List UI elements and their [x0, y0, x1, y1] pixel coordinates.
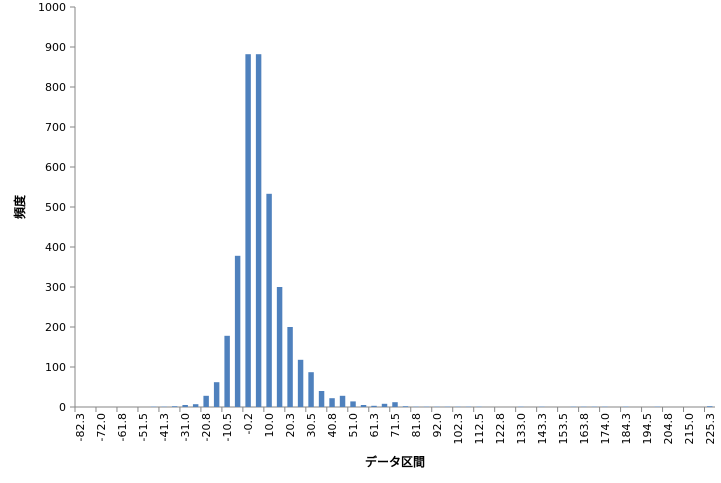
- y-axis-title: 頻度: [12, 194, 27, 219]
- x-tick-label: 133.0: [515, 413, 528, 445]
- bar: [318, 391, 325, 407]
- x-tick-label: -0.2: [242, 413, 255, 434]
- bar: [234, 255, 241, 407]
- y-tick-label: 900: [45, 41, 66, 54]
- x-tick-label: 30.5: [305, 413, 318, 438]
- x-tick-label: 194.5: [641, 413, 654, 445]
- bar: [371, 405, 377, 407]
- x-tick-label: 215.0: [683, 413, 696, 445]
- x-tick-label: -10.5: [221, 413, 234, 441]
- bar: [182, 405, 188, 407]
- x-tick-label: 163.8: [578, 413, 591, 445]
- y-tick-label: 700: [45, 121, 66, 134]
- bar: [339, 395, 346, 407]
- x-tick-label: 174.0: [599, 413, 612, 445]
- x-tick-label: 112.5: [473, 413, 486, 445]
- y-tick-label: 1000: [38, 1, 66, 14]
- x-tick-label: 102.3: [452, 413, 465, 445]
- x-tick-label: -82.3: [74, 413, 87, 441]
- x-tick-label: 225.3: [704, 413, 717, 445]
- y-tick-label: 400: [45, 241, 66, 254]
- x-tick-label: 10.0: [263, 413, 276, 438]
- bar: [402, 406, 409, 407]
- x-tick-label: -31.0: [179, 413, 192, 441]
- y-tick-label: 0: [59, 401, 66, 414]
- x-tick-label: -72.0: [95, 413, 108, 441]
- y-tick-label: 100: [45, 361, 66, 374]
- bar: [276, 287, 283, 407]
- bar: [308, 372, 314, 407]
- x-tick-label: -41.3: [158, 413, 171, 441]
- x-tick-label: 81.8: [410, 413, 423, 438]
- y-tick-label: 800: [45, 81, 66, 94]
- bar: [213, 382, 220, 407]
- bar: [297, 359, 304, 407]
- bar: [266, 193, 272, 407]
- x-tick-label: 92.0: [431, 413, 444, 438]
- bar: [381, 403, 388, 407]
- bar: [360, 405, 367, 407]
- y-tick-label: 500: [45, 201, 66, 214]
- bar: [707, 406, 713, 407]
- bar: [171, 406, 178, 407]
- x-tick-label: 71.5: [389, 413, 402, 438]
- bar: [203, 395, 209, 407]
- x-axis-title: データ区間: [365, 454, 425, 469]
- bar: [287, 327, 293, 407]
- x-tick-label: -51.5: [137, 413, 150, 441]
- x-tick-label: 40.8: [326, 413, 339, 438]
- x-tick-label: 51.0: [347, 413, 360, 438]
- x-tick-label: -61.8: [116, 413, 129, 441]
- x-tick-label: 153.5: [557, 413, 570, 445]
- x-tick-label: -20.8: [200, 413, 213, 441]
- bar: [255, 54, 262, 407]
- y-tick-label: 600: [45, 161, 66, 174]
- x-tick-label: 122.8: [494, 413, 507, 445]
- bar: [192, 404, 199, 407]
- x-tick-label: 204.8: [662, 413, 675, 445]
- y-tick-label: 200: [45, 321, 66, 334]
- y-tick-label: 300: [45, 281, 66, 294]
- bar: [392, 402, 398, 407]
- bar: [224, 335, 230, 407]
- x-tick-label: 143.3: [536, 413, 549, 445]
- x-tick-label: 20.3: [284, 413, 297, 438]
- x-tick-label: 61.3: [368, 413, 381, 438]
- bar: [350, 401, 356, 407]
- bar: [245, 54, 251, 407]
- x-tick-label: 184.3: [620, 413, 633, 445]
- bar: [329, 398, 335, 407]
